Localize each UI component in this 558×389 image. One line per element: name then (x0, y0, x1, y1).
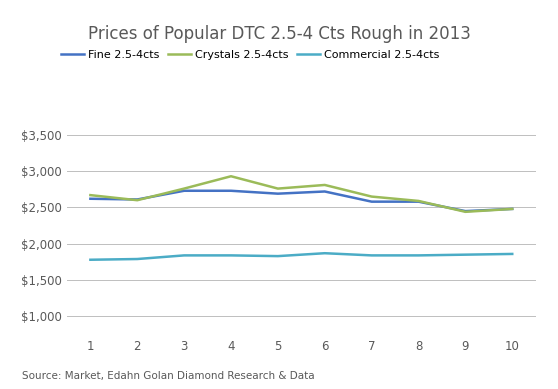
Commercial 2.5-4cts (181, 253, 187, 258)
Fine 2.5-4cts (321, 189, 328, 194)
Fine 2.5-4cts (87, 196, 94, 201)
Crystals 2.5-4cts (87, 193, 94, 198)
Commercial 2.5-4cts (87, 258, 94, 262)
Line: Crystals 2.5-4cts: Crystals 2.5-4cts (90, 176, 512, 212)
Commercial 2.5-4cts (368, 253, 375, 258)
Commercial 2.5-4cts (415, 253, 422, 258)
Commercial 2.5-4cts (228, 253, 234, 258)
Crystals 2.5-4cts (275, 186, 281, 191)
Fine 2.5-4cts (509, 207, 516, 211)
Crystals 2.5-4cts (462, 210, 469, 214)
Commercial 2.5-4cts (275, 254, 281, 258)
Commercial 2.5-4cts (321, 251, 328, 256)
Crystals 2.5-4cts (415, 199, 422, 203)
Crystals 2.5-4cts (228, 174, 234, 179)
Fine 2.5-4cts (462, 209, 469, 214)
Crystals 2.5-4cts (368, 194, 375, 199)
Text: Source: Market, Edahn Golan Diamond Research & Data: Source: Market, Edahn Golan Diamond Rese… (22, 371, 315, 381)
Crystals 2.5-4cts (134, 198, 141, 203)
Fine 2.5-4cts (275, 191, 281, 196)
Fine 2.5-4cts (415, 199, 422, 204)
Text: Prices of Popular DTC 2.5-4 Cts Rough in 2013: Prices of Popular DTC 2.5-4 Cts Rough in… (88, 25, 470, 43)
Commercial 2.5-4cts (462, 252, 469, 257)
Commercial 2.5-4cts (509, 252, 516, 256)
Legend: Fine 2.5-4cts, Crystals 2.5-4cts, Commercial 2.5-4cts: Fine 2.5-4cts, Crystals 2.5-4cts, Commer… (61, 50, 439, 60)
Line: Commercial 2.5-4cts: Commercial 2.5-4cts (90, 253, 512, 260)
Line: Fine 2.5-4cts: Fine 2.5-4cts (90, 191, 512, 211)
Commercial 2.5-4cts (134, 257, 141, 261)
Fine 2.5-4cts (228, 188, 234, 193)
Crystals 2.5-4cts (321, 182, 328, 187)
Fine 2.5-4cts (368, 199, 375, 204)
Crystals 2.5-4cts (509, 207, 516, 211)
Fine 2.5-4cts (181, 188, 187, 193)
Crystals 2.5-4cts (181, 186, 187, 191)
Fine 2.5-4cts (134, 197, 141, 202)
